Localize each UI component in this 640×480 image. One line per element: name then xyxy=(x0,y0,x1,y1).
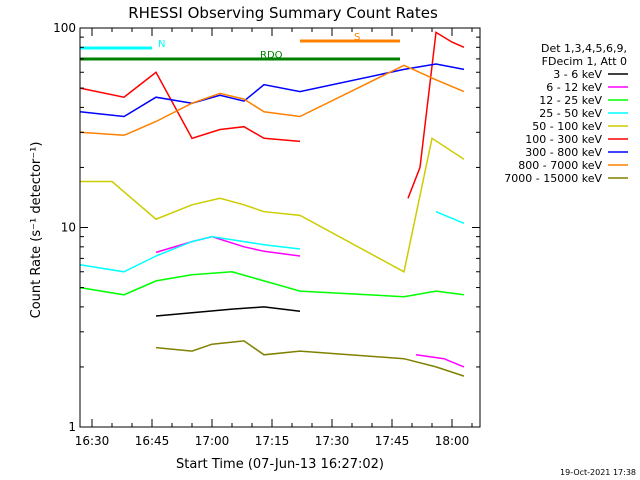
legend-label: 6 - 12 keV xyxy=(546,81,602,94)
y-tick-label: 1 xyxy=(68,420,76,434)
legend-label: 50 - 100 keV xyxy=(532,120,602,133)
series-line-3 xyxy=(435,211,465,224)
x-tick-label: 18:00 xyxy=(435,434,470,448)
x-tick-label: 17:15 xyxy=(255,434,290,448)
legend-label: 25 - 50 keV xyxy=(539,107,602,120)
series-line-4 xyxy=(80,137,465,273)
series-line-6 xyxy=(79,63,465,118)
series-line-1 xyxy=(415,354,465,368)
legend: Det 1,3,4,5,6,9,FDecim 1, Att 03 - 6 keV… xyxy=(504,42,628,185)
y-axis-label: Count Rate (s⁻¹ detector⁻¹) xyxy=(29,142,44,319)
series-line-8 xyxy=(155,340,465,377)
series-layer xyxy=(79,31,465,377)
x-tick-label: 17:45 xyxy=(375,434,410,448)
x-tick-label: 17:00 xyxy=(195,434,230,448)
x-tick-label: 16:45 xyxy=(135,434,170,448)
x-tick-label: 17:30 xyxy=(315,434,350,448)
legend-label: 7000 - 15000 keV xyxy=(504,172,602,185)
axes: 16:30 16:45 17:00 17:15 17:30 17:45 18:00 1 10 10… xyxy=(53,21,480,448)
flag-label-s: S xyxy=(354,32,360,43)
series-line-0 xyxy=(155,306,301,317)
flag-label-n: N xyxy=(158,39,165,50)
x-tick-label: 16:30 xyxy=(75,434,110,448)
series-line-7 xyxy=(79,64,465,137)
legend-label: 3 - 6 keV xyxy=(553,68,602,81)
y-tick-label: 10 xyxy=(61,221,76,235)
series-line-5 xyxy=(407,31,465,199)
observing-flags: N RDO S xyxy=(80,32,400,61)
legend-label: 12 - 25 keV xyxy=(539,94,602,107)
series-line-5 xyxy=(79,71,301,143)
legend-label: 800 - 7000 keV xyxy=(518,159,602,172)
y-tick-label: 100 xyxy=(53,21,76,35)
timestamp: 19-Oct-2021 17:38 xyxy=(560,468,636,477)
legend-header-line: Det 1,3,4,5,6,9, xyxy=(541,42,627,55)
series-line-2 xyxy=(79,271,465,298)
flag-label-rdo: RDO xyxy=(260,50,283,61)
chart-title: RHESSI Observing Summary Count Rates xyxy=(128,4,438,22)
legend-header-line: FDecim 1, Att 0 xyxy=(542,55,627,68)
series-line-3 xyxy=(79,235,301,273)
legend-label: 300 - 800 keV xyxy=(525,146,602,159)
legend-label: 100 - 300 keV xyxy=(525,133,602,146)
x-axis-label: Start Time (07-Jun-13 16:27:02) xyxy=(176,457,384,472)
